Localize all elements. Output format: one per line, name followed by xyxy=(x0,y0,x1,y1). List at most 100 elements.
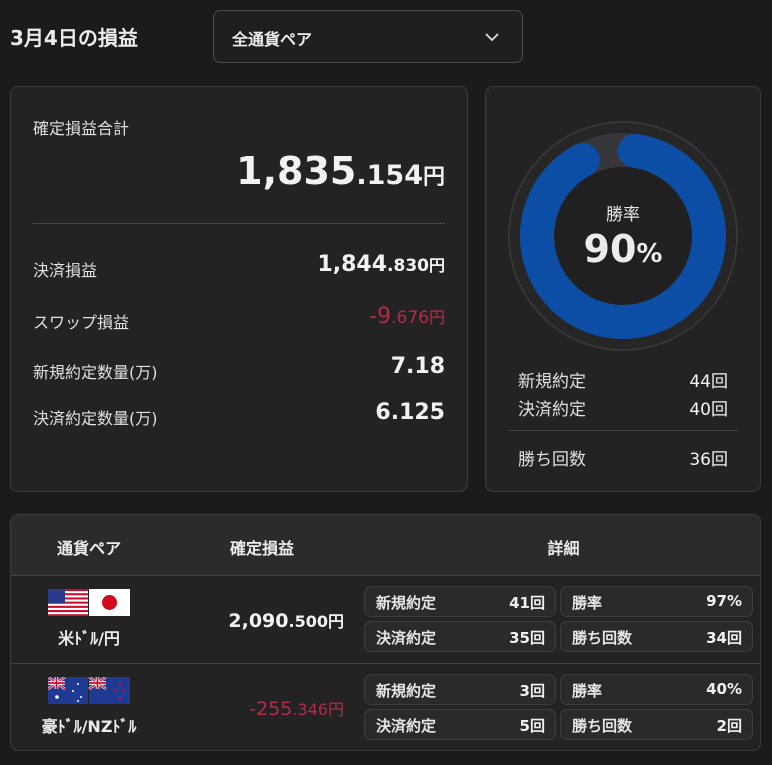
page-title: 3月4日の損益 xyxy=(10,26,138,50)
win-rate-number: 90 xyxy=(583,227,637,271)
flag-au-nz xyxy=(48,677,130,704)
win-rate-label: 勝率 xyxy=(606,205,640,225)
detail-unit: 回 xyxy=(529,717,545,735)
pair-name: 米ﾄﾞﾙ/円 xyxy=(58,629,120,648)
divider xyxy=(508,430,738,431)
detail-unit: % xyxy=(726,592,742,610)
detail-label: 決済約定 xyxy=(376,629,437,647)
amount-unit: 円 xyxy=(327,612,344,631)
detail-unit: 回 xyxy=(726,717,742,735)
detail-value: 2回 xyxy=(717,715,742,736)
column-header: 確定損益 xyxy=(229,539,294,558)
amount-integer: 1,844 xyxy=(317,252,388,277)
detail-number: 3 xyxy=(519,682,530,700)
detail-unit: 回 xyxy=(529,629,545,647)
count-label: 勝ち回数 xyxy=(518,450,586,470)
amount-value: 7.18 xyxy=(390,354,445,379)
amount: 1,835.154円 xyxy=(236,149,445,193)
flag-us-jp xyxy=(48,589,130,616)
amount: 1,844.830円 xyxy=(317,252,445,277)
pair-dropdown[interactable]: 全通貨ペア xyxy=(213,10,523,63)
detail-pill: 新規約定 41回 xyxy=(364,586,556,617)
detail-label: 勝率 xyxy=(572,594,603,612)
summary-label: 決済約定数量(万) xyxy=(33,409,158,428)
column-header: 通貨ペア xyxy=(56,539,121,558)
detail-value: 97% xyxy=(706,592,742,610)
detail-value: 40% xyxy=(706,680,742,698)
detail-unit: % xyxy=(726,680,742,698)
total-label: 確定損益合計 xyxy=(33,119,130,138)
amount-value: 40 xyxy=(689,400,711,420)
count-label: 新規約定 xyxy=(518,372,586,392)
amount-decimal: .500 xyxy=(288,612,328,631)
amount-integer: 1,835 xyxy=(236,149,357,193)
detail-label: 決済約定 xyxy=(376,717,437,735)
detail-value: 5回 xyxy=(520,715,545,736)
table-header xyxy=(11,515,760,576)
detail-number: 34 xyxy=(706,629,727,647)
amount: 40回 xyxy=(689,395,728,420)
detail-number: 40 xyxy=(706,680,727,698)
detail-pill: 勝率 97% xyxy=(560,586,753,617)
amount-integer: -9 xyxy=(369,304,392,329)
amount-unit: 円 xyxy=(428,308,445,327)
amount-decimal: .346 xyxy=(292,700,328,719)
detail-label: 勝ち回数 xyxy=(572,629,633,647)
divider xyxy=(33,223,445,224)
win-rate-value: 90% xyxy=(486,227,760,271)
amount-value: 44 xyxy=(689,372,711,392)
summary-label: 新規約定数量(万) xyxy=(33,363,158,382)
amount-integer: 2,090 xyxy=(228,610,289,632)
detail-number: 35 xyxy=(509,629,530,647)
detail-pill: 勝ち回数 2回 xyxy=(560,709,753,740)
summary-card: 確定損益合計 1,835.154円 決済損益 1,844.830円 スワップ損益 -9.6… xyxy=(10,86,468,492)
dropdown-label: 全通貨ペア xyxy=(232,30,313,49)
detail-unit: 回 xyxy=(529,594,545,612)
chevron-icon xyxy=(485,33,499,42)
detail-pill: 勝率 40% xyxy=(560,674,753,705)
amount-value: 36 xyxy=(689,450,711,470)
amount: 36回 xyxy=(689,445,728,470)
amount: 6.125 xyxy=(375,400,445,425)
win-rate-card: 勝率 90% 新規約定 44回 決済約定 40回 勝ち回数 36回 xyxy=(485,86,761,492)
detail-label: 新規約定 xyxy=(376,594,437,612)
pair-name: 豪ﾄﾞﾙ/NZﾄﾞﾙ xyxy=(41,717,137,736)
detail-number: 2 xyxy=(716,717,727,735)
amount: 44回 xyxy=(689,367,728,392)
detail-unit: 回 xyxy=(726,629,742,647)
amount-decimal: .830 xyxy=(387,256,429,276)
detail-value: 35回 xyxy=(509,627,545,648)
detail-pill: 決済約定 35回 xyxy=(364,621,556,652)
win-rate-unit: % xyxy=(636,239,663,269)
detail-value: 3回 xyxy=(520,680,545,701)
amount: 7.18 xyxy=(391,354,445,379)
amount: 2,090.500円 xyxy=(228,608,344,632)
amount: -9.676円 xyxy=(369,304,445,329)
summary-label: 決済損益 xyxy=(33,261,98,280)
amount-unit: 円 xyxy=(327,700,344,719)
detail-label: 勝率 xyxy=(572,682,603,700)
detail-pill: 新規約定 3回 xyxy=(364,674,556,705)
detail-label: 新規約定 xyxy=(376,682,437,700)
row-divider xyxy=(11,663,760,664)
column-header: 詳細 xyxy=(547,539,580,558)
detail-number: 41 xyxy=(509,594,530,612)
amount-unit: 回 xyxy=(711,450,728,470)
amount-value: 6.125 xyxy=(375,400,445,425)
donut-arc xyxy=(520,133,726,339)
amount-unit: 回 xyxy=(711,372,728,392)
detail-pill: 決済約定 5回 xyxy=(364,709,556,740)
amount-decimal: .154 xyxy=(356,160,423,191)
pair-table: 通貨ペア 確定損益 詳細 米ﾄﾞﾙ/円 2,090.500円 新規約定 41回 勝率 97% 決済… xyxy=(10,514,761,751)
detail-label: 勝ち回数 xyxy=(572,717,633,735)
detail-number: 5 xyxy=(519,717,530,735)
amount: -255.346円 xyxy=(249,696,344,720)
amount-unit: 円 xyxy=(422,165,445,190)
amount-unit: 回 xyxy=(711,400,728,420)
detail-value: 34回 xyxy=(706,627,742,648)
amount-integer: -255 xyxy=(249,698,293,720)
detail-unit: 回 xyxy=(529,682,545,700)
amount-unit: 円 xyxy=(428,256,445,275)
detail-number: 97 xyxy=(706,592,727,610)
